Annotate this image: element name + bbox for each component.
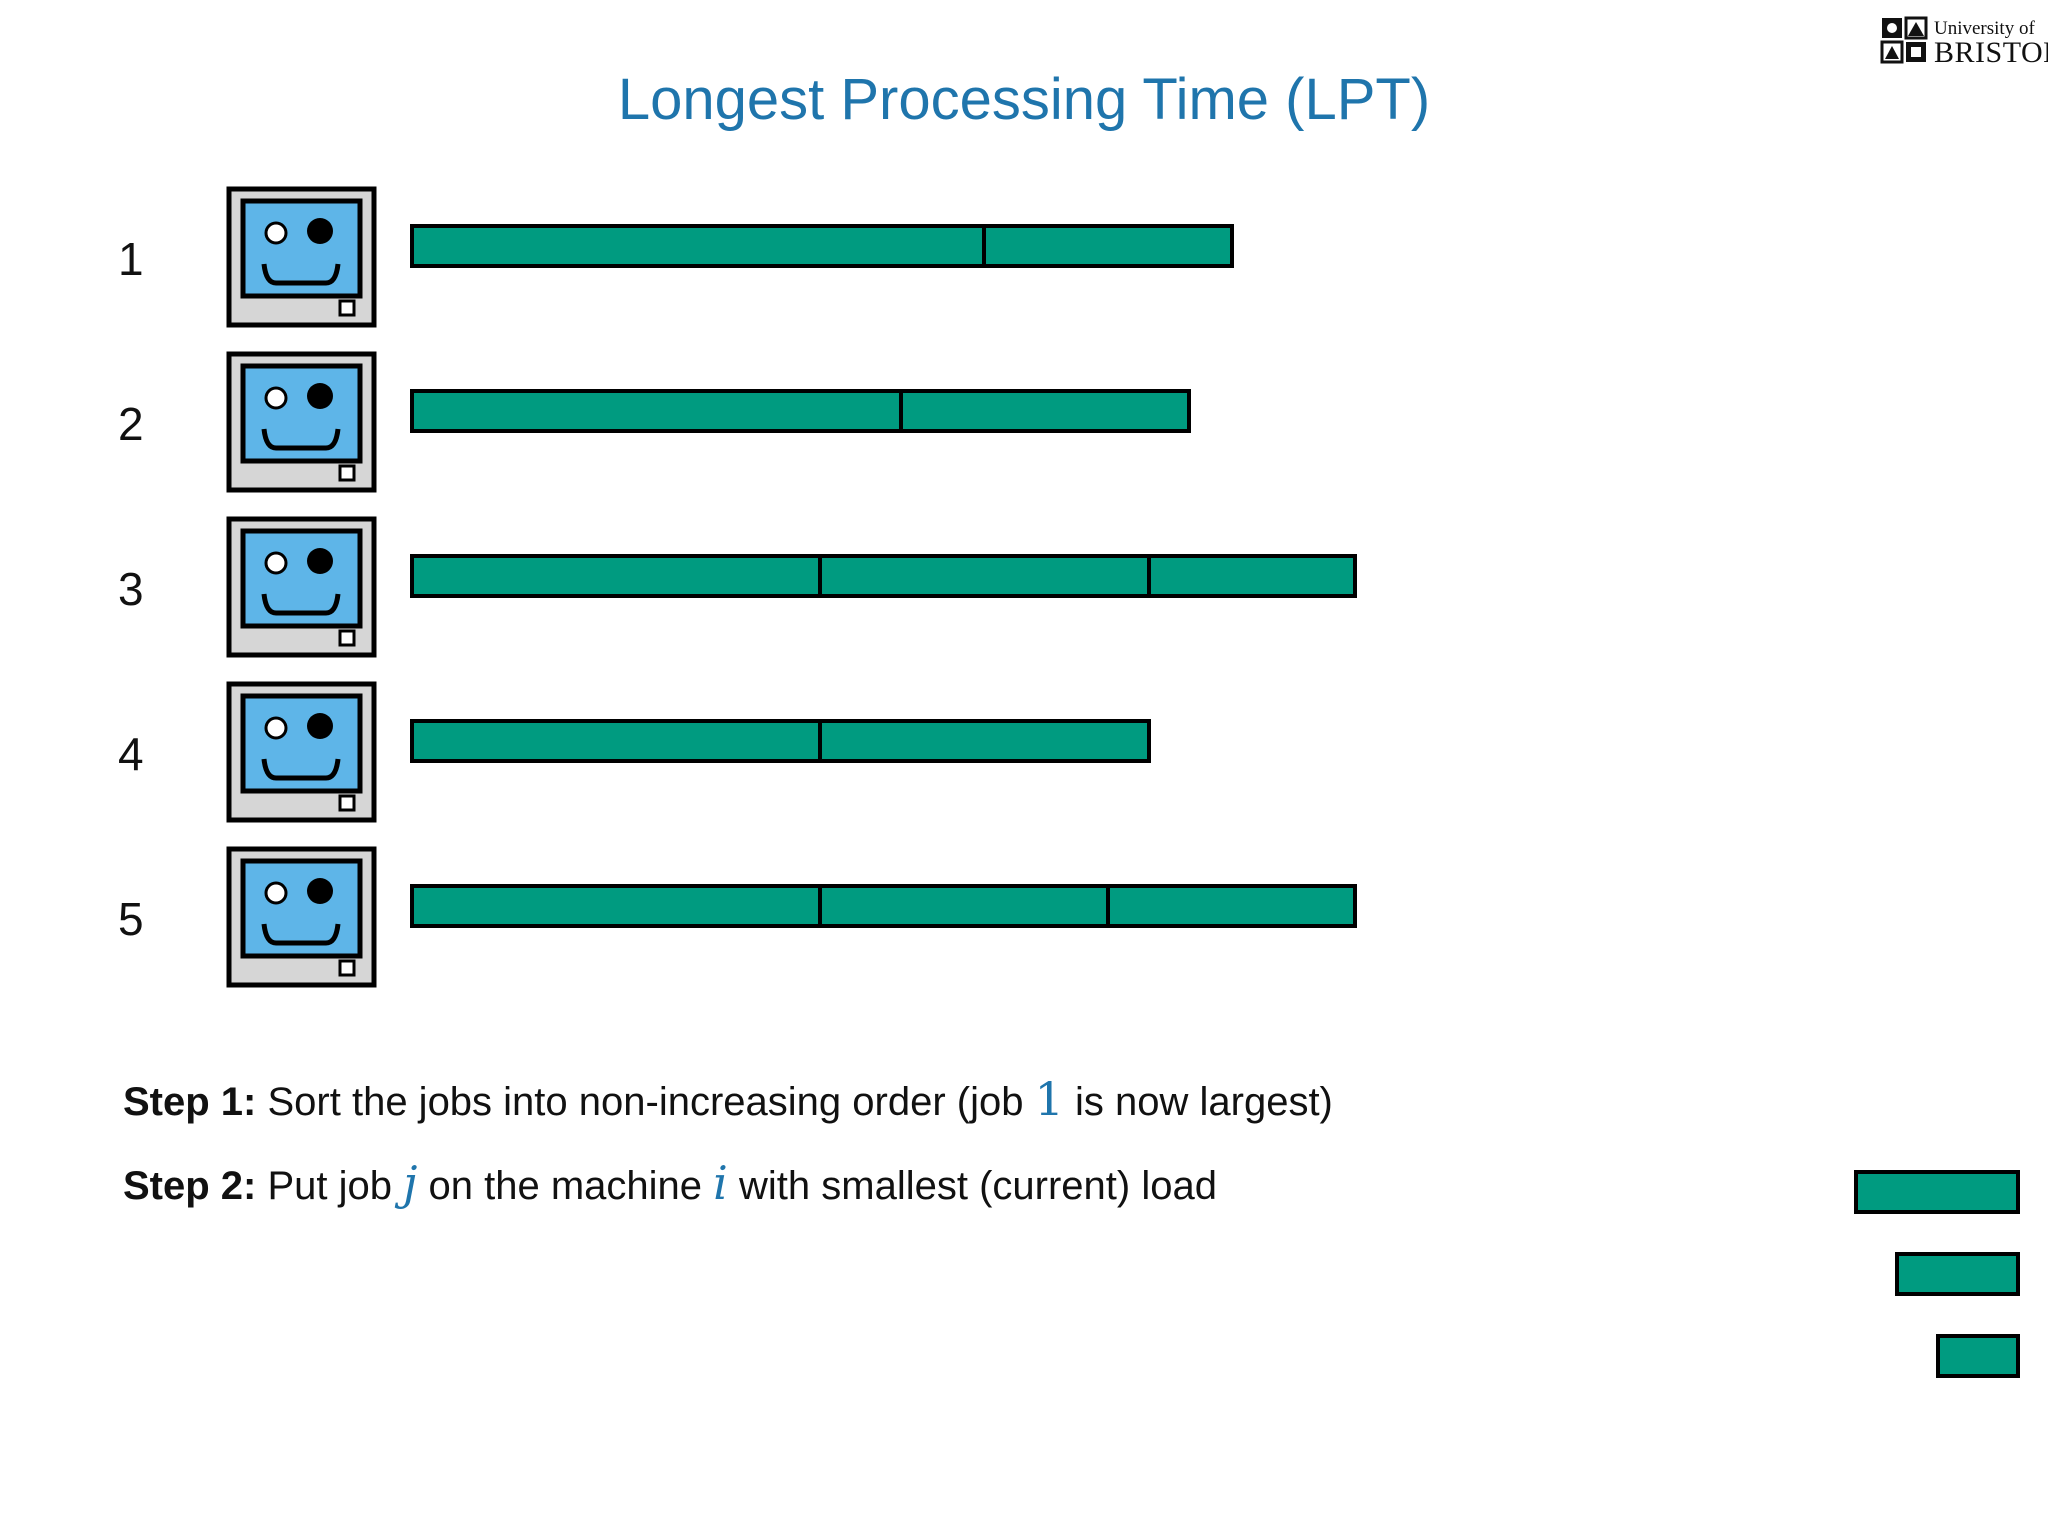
machine-number: 5 [118, 893, 144, 945]
step-1-text-before: Sort the jobs into non-increasing order … [267, 1080, 1024, 1124]
machine-number: 1 [118, 233, 144, 285]
machine-number: 3 [118, 563, 144, 615]
logo-text-line1: University of [1934, 18, 2035, 39]
machine-number: 4 [118, 728, 144, 780]
job-block [410, 554, 822, 598]
step-1-math: 1 [1034, 1072, 1064, 1126]
step-1-label: Step 1: [123, 1080, 257, 1124]
step-2-text-before: Put job [267, 1164, 393, 1208]
pending-job-block [1854, 1170, 2020, 1214]
computer-face-icon [226, 846, 377, 988]
step-2: Step 2: Put job j on the machine i with … [123, 1156, 1217, 1210]
computer-face-icon [226, 516, 377, 658]
step-2-text-after: with smallest (current) load [739, 1164, 1217, 1208]
job-block [818, 719, 1151, 763]
step-2-math-j: j [403, 1156, 418, 1210]
step-1: Step 1: Sort the jobs into non-increasin… [123, 1072, 1333, 1126]
machine-row: 5 [0, 846, 2048, 988]
job-block [410, 389, 903, 433]
slide-title: Longest Processing Time (LPT) [617, 67, 1431, 132]
pending-job-block [1895, 1252, 2020, 1296]
computer-face-icon [226, 351, 377, 493]
job-block [899, 389, 1191, 433]
machine-row: 2 [0, 351, 2048, 493]
step-2-text-middle: on the machine [428, 1164, 703, 1208]
step-1-text-after: is now largest) [1075, 1080, 1333, 1124]
machine-row: 3 [0, 516, 2048, 658]
job-block [410, 884, 822, 928]
pending-job-block [1936, 1334, 2020, 1378]
crest-icon [1880, 16, 1928, 64]
job-block [982, 224, 1234, 268]
machine-row: 1 [0, 186, 2048, 328]
job-block [818, 554, 1151, 598]
step-2-math-i: i [713, 1156, 728, 1210]
machine-row: 4 [0, 681, 2048, 823]
machine-number: 2 [118, 398, 144, 450]
job-block [818, 884, 1110, 928]
job-block [410, 719, 822, 763]
computer-face-icon [226, 186, 377, 328]
job-block [410, 224, 986, 268]
computer-face-icon [226, 681, 377, 823]
job-block [1106, 884, 1357, 928]
job-block [1147, 554, 1357, 598]
step-2-label: Step 2: [123, 1164, 257, 1208]
